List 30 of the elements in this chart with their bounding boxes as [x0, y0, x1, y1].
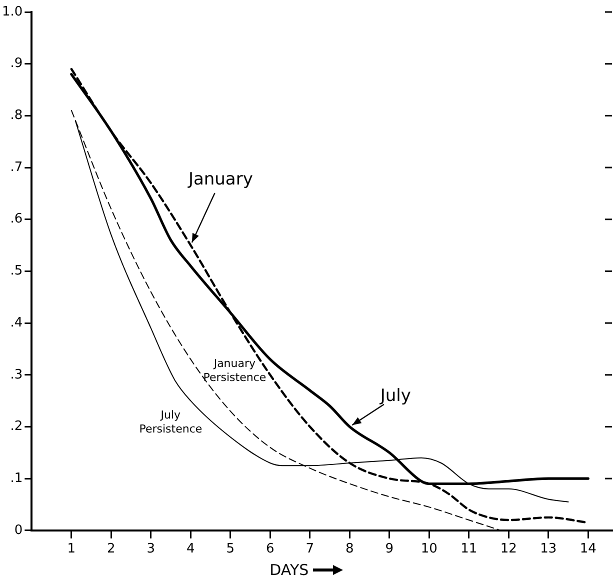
x-tick-label: 8: [346, 542, 354, 557]
y-tick-label: .4: [10, 315, 23, 330]
y-tick-label: .5: [10, 264, 23, 279]
y-tick-label: .8: [10, 108, 23, 124]
y-tick-label: .6: [10, 212, 23, 227]
x-tick-label: 6: [266, 542, 274, 557]
y-tick-label: .2: [10, 419, 23, 434]
x-tick-label: 9: [385, 542, 394, 557]
x-axis-title: DAYS: [270, 560, 309, 579]
x-tick-label: 11: [460, 542, 478, 557]
x-tick-label: 3: [146, 542, 156, 557]
y-tick-label: 1.0: [2, 4, 23, 20]
x-tick-label: 12: [500, 542, 517, 557]
y-tick-label: .3: [10, 367, 23, 382]
y-tick-label: 0: [14, 522, 23, 538]
series-label: January Persistence: [203, 357, 266, 384]
x-tick-label: 13: [540, 542, 557, 557]
series-label: July Persistence: [139, 408, 202, 436]
y-tick-label: .9: [10, 56, 23, 72]
text: July: [379, 386, 411, 406]
x-tick-label: 5: [226, 542, 235, 557]
x-tick-label: 2: [107, 542, 116, 557]
x-tick-label: 14: [580, 542, 596, 557]
series-label: January: [187, 170, 253, 190]
x-tick-label: 7: [306, 542, 314, 557]
y-tick-label: .1: [10, 470, 23, 486]
y-tick-label: .7: [10, 160, 23, 175]
x-tick-label: 10: [420, 542, 438, 557]
x-tick-label: 4: [186, 542, 195, 557]
x-tick-label: 1: [67, 542, 76, 557]
